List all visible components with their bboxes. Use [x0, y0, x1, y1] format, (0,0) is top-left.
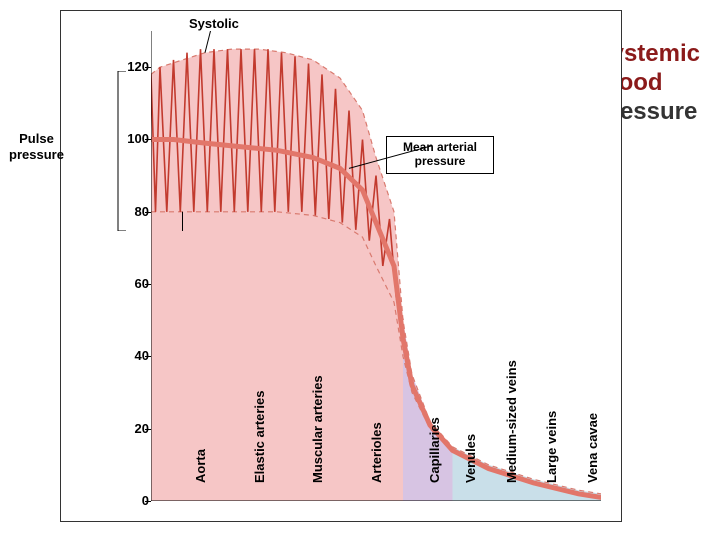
systolic-label: Systolic — [189, 16, 239, 31]
pulse-label-l1: Pulse — [19, 131, 54, 146]
pulse-pressure-label: Pulse pressure — [9, 131, 64, 162]
plot-area: AortaElastic arteriesMuscular arteriesAr… — [151, 31, 601, 501]
y-tick — [145, 501, 151, 502]
region-fill — [151, 49, 403, 501]
pulse-bracket — [114, 71, 126, 231]
pulse-label-l2: pressure — [9, 147, 64, 162]
chart-frame: Pulse pressure 020406080100120 Systolic … — [60, 10, 622, 522]
